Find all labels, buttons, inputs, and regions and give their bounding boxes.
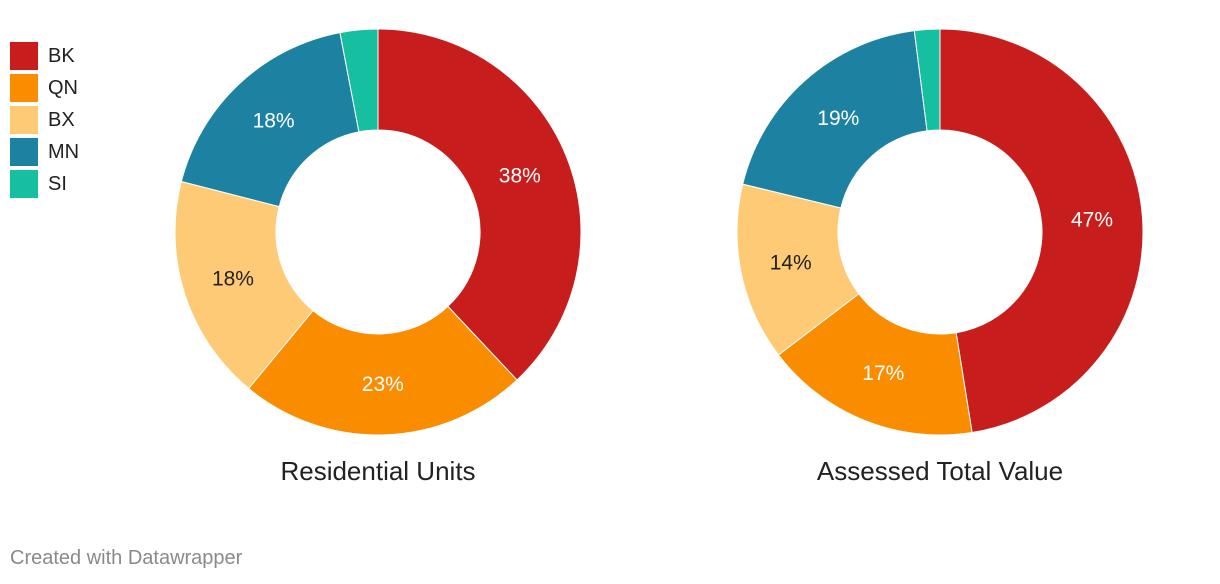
legend-label-bx: BX	[48, 108, 75, 131]
slice-label-bx: 18%	[212, 268, 254, 291]
slice-label-bk: 38%	[499, 164, 541, 187]
slice-label-qn: 23%	[362, 373, 404, 396]
legend-label-bk: BK	[48, 44, 75, 67]
slice-mn	[180, 32, 360, 208]
slice-label-bk: 47%	[1071, 208, 1113, 231]
chart-legend: BK QN BX MN SI	[10, 40, 79, 200]
legend-swatch-bk	[10, 42, 38, 70]
donut-charts: 38% 23% 18% 18% Residential Units 47% 17% 14% 1…	[174, 28, 1144, 486]
legend-label-si: SI	[48, 172, 67, 195]
legend-swatch-bx	[10, 106, 38, 134]
slice-bx	[174, 180, 314, 390]
legend-item-si: SI	[10, 168, 79, 200]
slice-label-bx: 14%	[770, 252, 812, 275]
slice-label-mn: 19%	[817, 107, 859, 130]
chart-title: Residential Units	[280, 456, 475, 486]
slice-qn	[777, 293, 973, 436]
chart-title: Assessed Total Value	[817, 456, 1063, 486]
legend-item-bx: BX	[10, 104, 79, 136]
slice-si	[913, 28, 941, 132]
legend-swatch-qn	[10, 74, 38, 102]
footer-credit: Created with Datawrapper	[10, 547, 243, 569]
legend-label-qn: QN	[48, 76, 78, 99]
slice-bk	[939, 28, 1144, 434]
slice-mn	[742, 30, 928, 209]
slice-label-mn: 18%	[253, 109, 295, 132]
slice-si	[339, 28, 379, 133]
legend-swatch-mn	[10, 138, 38, 166]
slice-label-qn: 17%	[862, 362, 904, 385]
legend-item-bk: BK	[10, 40, 79, 72]
legend-swatch-si	[10, 170, 38, 198]
legend-item-qn: QN	[10, 72, 79, 104]
legend-label-mn: MN	[48, 140, 80, 163]
legend-item-mn: MN	[10, 136, 79, 168]
donut-chart-residential-units: 38% 23% 18% 18% Residential Units	[174, 28, 582, 486]
donut-chart-assessed-total-value: 47% 17% 14% 19% Assessed Total Value	[736, 28, 1144, 486]
slice-bx	[736, 183, 860, 356]
slice-bk	[377, 28, 582, 381]
slice-qn	[247, 305, 518, 436]
